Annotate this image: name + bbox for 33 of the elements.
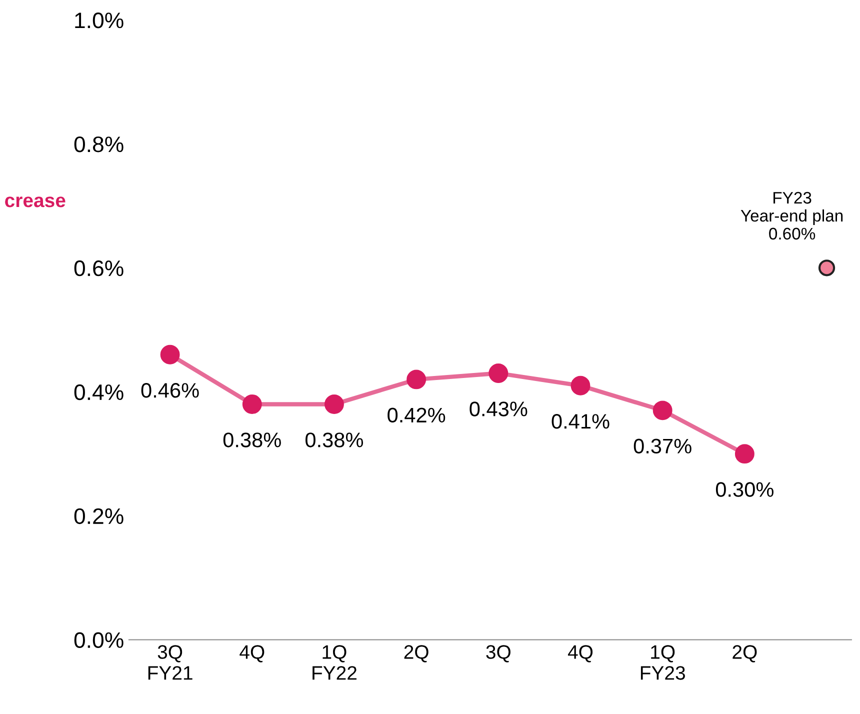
x-tick-label: 2Q <box>732 645 757 662</box>
data-label: 0.38% <box>306 432 364 448</box>
point <box>160 344 180 364</box>
point <box>242 394 262 414</box>
x-tick-label: 3Q FY21 <box>148 645 192 680</box>
data-label: 0.38% <box>223 432 281 448</box>
point <box>406 370 426 390</box>
x-tick-label: 3Q <box>486 645 510 662</box>
y-tick-label: 0.4% <box>74 384 124 400</box>
point <box>818 260 836 276</box>
point <box>488 364 508 383</box>
y-tick-label: 0.2% <box>74 508 124 524</box>
data-label: FY23 Year-end plan 0.60% <box>740 192 843 240</box>
x-tick-label: 4Q <box>240 645 264 662</box>
x-tick-label: 4Q <box>568 645 593 662</box>
y-tick-label: 0.6% <box>74 260 124 276</box>
x-tick-label: 1Q FY23 <box>640 645 685 680</box>
data-label: 0.43% <box>470 402 528 416</box>
point <box>734 444 754 464</box>
data-label: 0.30% <box>716 482 774 497</box>
data-label: 0.41% <box>552 414 610 429</box>
data-label: 0.42% <box>388 408 446 423</box>
x-tick-label: 1Q FY22 <box>312 645 356 680</box>
data-label: 0.46% <box>141 382 199 398</box>
y-tick-label: 1.0% <box>75 12 124 28</box>
point <box>324 394 344 414</box>
y-tick-label: 0.8% <box>74 136 124 152</box>
data-label: 0.37% <box>634 438 692 454</box>
point <box>652 400 672 420</box>
text: crease <box>5 196 66 208</box>
point <box>570 376 590 396</box>
x-tick-label: 2Q <box>404 645 428 662</box>
y-tick-label: 0.0% <box>74 632 124 648</box>
